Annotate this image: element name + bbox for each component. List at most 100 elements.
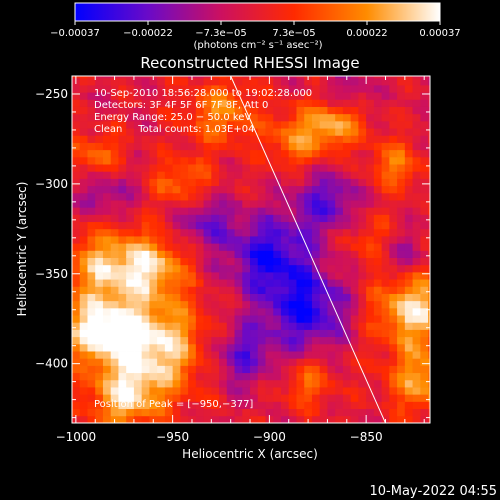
- heatmap-cell: [404, 358, 413, 366]
- heatmap-cell: [195, 329, 204, 338]
- heatmap-cell: [397, 286, 406, 294]
- heatmap-cell: [381, 401, 390, 410]
- heatmap-cell: [412, 236, 421, 244]
- heatmap-cell: [126, 365, 135, 374]
- heatmap-cell: [195, 271, 204, 280]
- heatmap-cell: [257, 77, 266, 86]
- heatmap-cell: [257, 135, 266, 143]
- heatmap-cell: [311, 207, 321, 215]
- heatmap-cell: [397, 99, 406, 107]
- heatmap-cell: [141, 257, 150, 266]
- heatmap-cell: [381, 149, 390, 158]
- heatmap-cell: [304, 394, 313, 402]
- heatmap-cell: [180, 228, 189, 237]
- heatmap-cell: [149, 207, 158, 215]
- heatmap-cell: [280, 271, 290, 280]
- heatmap-cell: [428, 228, 430, 237]
- heatmap-cell: [342, 307, 352, 316]
- heatmap-cell: [273, 156, 282, 165]
- heatmap-cell: [327, 271, 336, 280]
- heatmap-cell: [234, 200, 243, 208]
- heatmap-cell: [280, 149, 290, 158]
- heatmap-cell: [273, 271, 282, 280]
- heatmap-cell: [79, 221, 88, 230]
- heatmap-cell: [219, 300, 228, 309]
- heatmap-cell: [141, 415, 150, 423]
- heatmap-cell: [95, 358, 104, 366]
- heatmap-cell: [373, 214, 383, 223]
- heatmap-cell: [118, 401, 127, 410]
- heatmap-cell: [296, 387, 305, 395]
- heatmap-cell: [373, 149, 383, 158]
- heatmap-cell: [327, 351, 336, 359]
- heatmap-cell: [250, 329, 259, 338]
- heatmap-cell: [288, 293, 297, 302]
- heatmap-cell: [126, 236, 135, 244]
- heatmap-cell: [288, 300, 297, 309]
- heatmap-cell: [211, 142, 220, 151]
- heatmap-cell: [141, 92, 150, 100]
- heatmap-cell: [381, 200, 390, 208]
- heatmap-cell: [257, 171, 266, 179]
- heatmap-cell: [381, 113, 390, 122]
- heatmap-cell: [265, 387, 274, 395]
- heatmap-cell: [72, 358, 81, 366]
- heatmap-cell: [366, 307, 375, 316]
- heatmap-cell: [311, 178, 321, 187]
- heatmap-cell: [157, 156, 166, 165]
- heatmap-cell: [342, 207, 352, 215]
- heatmap-cell: [102, 171, 112, 179]
- heatmap-cell: [358, 207, 367, 215]
- heatmap-cell: [242, 279, 251, 287]
- heatmap-cell: [188, 236, 197, 244]
- heatmap-cell: [304, 200, 313, 208]
- heatmap-cell: [242, 379, 251, 388]
- heatmap-cell: [87, 185, 96, 194]
- heatmap-cell: [188, 99, 197, 107]
- heatmap-cell: [350, 394, 359, 402]
- heatmap-cell: [188, 228, 197, 237]
- heatmap-cell: [110, 365, 119, 374]
- heatmap-cell: [389, 142, 398, 151]
- heatmap-cell: [389, 135, 398, 143]
- heatmap-cell: [242, 192, 251, 201]
- heatmap-cell: [335, 135, 344, 143]
- heatmap-cell: [397, 84, 406, 93]
- heatmap-cell: [211, 271, 220, 280]
- heatmap-cell: [133, 221, 143, 230]
- heatmap-cell: [219, 415, 228, 423]
- heatmap-cell: [234, 76, 243, 79]
- heatmap-cell: [404, 336, 413, 345]
- heatmap-cell: [319, 358, 328, 366]
- heatmap-cell: [428, 329, 430, 338]
- heatmap-cell: [265, 329, 274, 338]
- heatmap-cell: [288, 394, 297, 402]
- heatmap-cell: [280, 307, 290, 316]
- heatmap-cell: [273, 379, 282, 388]
- heatmap-cell: [180, 113, 189, 122]
- heatmap-cell: [288, 322, 297, 330]
- heatmap-cell: [304, 358, 313, 366]
- heatmap-cell: [118, 387, 127, 395]
- heatmap-cell: [366, 293, 375, 302]
- heatmap-cell: [242, 214, 251, 223]
- heatmap-cell: [327, 250, 336, 258]
- heatmap-cell: [327, 300, 336, 309]
- heatmap-cell: [342, 142, 352, 151]
- heatmap-cell: [420, 178, 429, 187]
- heatmap-cell: [404, 164, 413, 172]
- heatmap-cell: [280, 171, 290, 179]
- heatmap-cell: [280, 76, 290, 79]
- heatmap-cell: [102, 300, 112, 309]
- heatmap-cell: [133, 315, 143, 323]
- heatmap-cell: [234, 322, 243, 330]
- heatmap-cell: [381, 84, 390, 93]
- heatmap-cell: [172, 394, 181, 402]
- y-tick-label: −300: [35, 177, 68, 191]
- heatmap-cell: [420, 351, 429, 359]
- heatmap-cell: [366, 207, 375, 215]
- heatmap-cell: [366, 351, 375, 359]
- heatmap-cell: [265, 185, 274, 194]
- heatmap-cell: [280, 156, 290, 165]
- heatmap-cell: [265, 286, 274, 294]
